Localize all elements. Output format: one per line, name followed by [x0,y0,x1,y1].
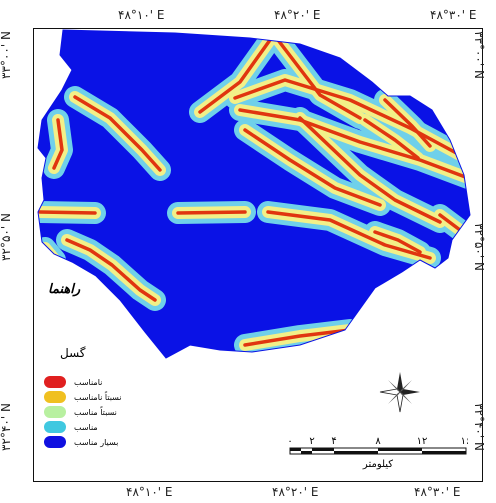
legend-item: نسبتاً مناسب [44,406,117,418]
legend-label: نسبتاً مناسب [74,407,117,417]
fault-line-6-layer-3 [298,116,442,224]
fault-line-5-layer-3 [243,128,382,207]
scale-tick-label: ۱۲ [417,436,428,447]
coord-bottom-center: ۴۸°۲۰' E [272,485,319,499]
coord-top-center: ۴۸°۲۰' E [274,8,321,22]
legend-label: نامناسب [74,377,103,387]
fault-line-1-layer-3 [198,38,272,114]
map-frame [33,28,483,482]
fault-line-11-layer-3 [38,210,97,215]
legend-item: نامناسب [44,376,102,388]
scale-tick-label: ۸ [375,436,381,447]
fault-line-4-layer-3 [238,108,470,180]
scale-tick-label: ۲ [309,436,314,447]
scale-ticks: ۰ ۲ ۴ ۸ ۱۲ ۱۶ [287,436,468,447]
fault-line-17-layer-3 [438,213,462,232]
legend-item: بسیار مناسب [44,436,118,448]
fault-line-14-layer-3 [65,238,157,302]
legend-title: راهنما [48,282,81,297]
scale-unit: کیلومتر [362,459,393,470]
coord-top-left: ۴۸°۱۰' E [118,8,165,22]
legend-swatch [44,436,66,448]
scale-bar: ۰ ۲ ۴ ۸ ۱۲ ۱۶ کیلومتر [287,436,468,470]
fault-line-18-layer-3 [243,328,352,347]
coord-top-right: ۴۸°۳۰' E [430,8,477,22]
fault-line-9-layer-3 [73,95,162,172]
legend-swatch [44,406,66,418]
legend-label: مناسب [74,422,98,432]
legend-label: بسیار مناسب [74,437,119,447]
legend-subtitle: گسل [60,346,86,360]
fault-line-7-layer-3 [363,118,420,160]
legend-swatch [44,376,66,388]
legend-swatch [44,421,66,433]
fault-line-2-layer-3 [276,38,362,120]
scale-tick-label: ۰ [287,436,292,447]
legend-label: نسبتاً نامناسب [74,392,122,402]
legend-swatch [44,391,66,403]
fault-line-10-layer-3 [52,118,64,170]
coord-bottom-right: ۴۸°۳۰' E [414,485,461,499]
scale-tick-label: ۴ [331,436,336,447]
fault-line-13-layer-3 [266,210,432,260]
fault-lines [38,30,470,356]
fault-line-3-layer-3 [233,78,462,157]
fault-line-16-layer-3 [373,230,422,254]
north-arrow-icon [379,372,420,413]
fault-line-12-layer-3 [176,210,247,215]
legend-item: مناسب [44,421,98,433]
scale-tick-label: ۱۶ [461,436,468,447]
coord-bottom-left: ۴۸°۱۰' E [126,485,173,499]
region-outline [37,29,471,359]
fault-line-8-layer-3 [383,98,432,148]
legend-item: نسبتاً نامناسب [44,391,122,403]
